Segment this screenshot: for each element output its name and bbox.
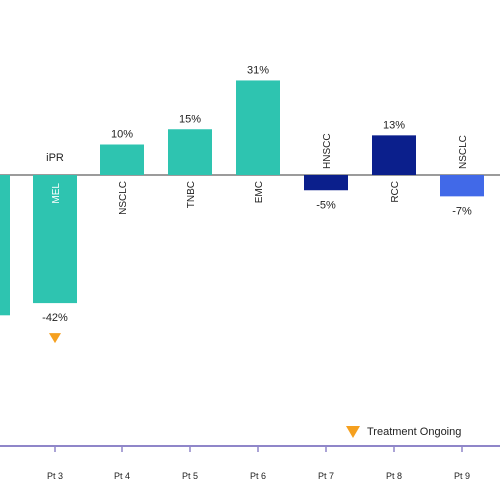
value-label: 13% [383,119,405,131]
x-tick-label: Pt 9 [454,471,470,481]
legend-marker [346,426,360,438]
bar [236,80,280,175]
tumor-type-label: RCC [390,181,401,203]
x-tick-label: Pt 8 [386,471,402,481]
x-tick-label: Pt 5 [182,471,198,481]
x-tick-label: Pt 6 [250,471,266,481]
tumor-type-label: TNBC [186,181,197,208]
tumor-type-label: HNSCC [322,133,333,169]
value-label: 31% [247,64,269,76]
tumor-type-label: EMC [254,181,265,203]
value-label: -7% [452,205,472,217]
legend-label: Treatment Ongoing [367,426,461,438]
bar [440,175,484,197]
tumor-type-label: NSCLC [118,181,129,215]
treatment-ongoing-marker [49,333,61,344]
x-tick-label: Pt 4 [114,471,130,481]
tumor-type-label: MEL [51,183,62,204]
value-label: -42% [42,312,68,324]
bar [100,144,144,175]
x-tick-label: Pt 7 [318,471,334,481]
value-label: 10% [111,129,133,141]
bar [304,175,348,191]
response-label: iPR [46,152,64,164]
tumor-type-label: NSCLC [458,135,469,169]
bar [168,129,212,175]
bar [33,175,77,304]
bar [0,175,10,316]
value-label: 15% [179,113,201,125]
bar [372,135,416,175]
x-tick-label: Pt 3 [47,471,63,481]
value-label: -5% [316,199,336,211]
